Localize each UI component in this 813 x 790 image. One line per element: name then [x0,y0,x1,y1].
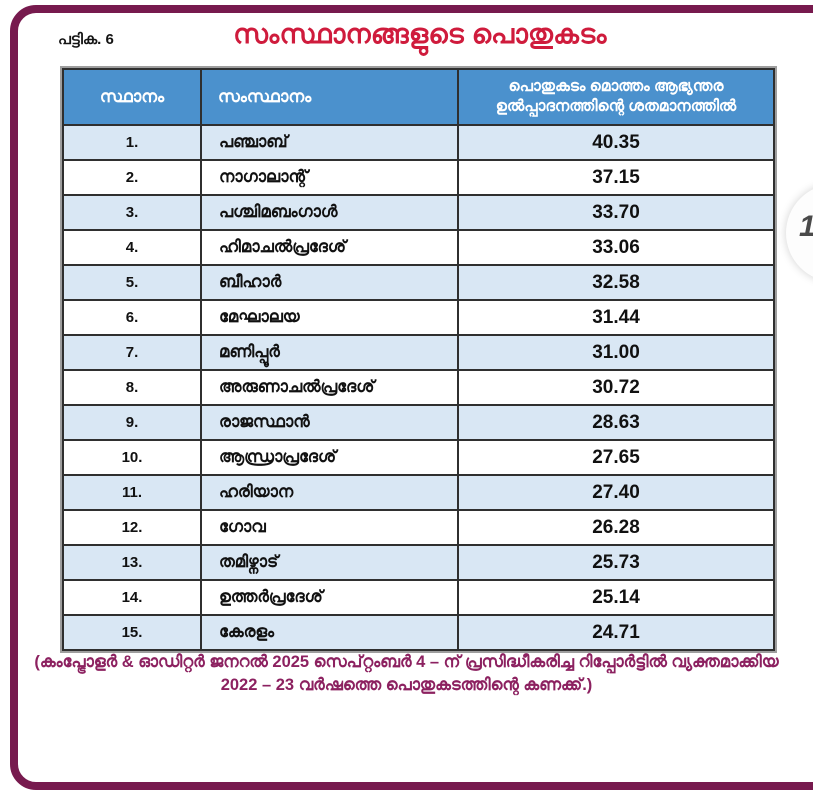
value-cell: 37.15 [457,159,775,196]
table-row: 12. ഗോവ 26.28 [62,509,775,546]
rank-cell: 7. [62,334,202,371]
table-body: 1. പഞ്ചാബ് 40.35 2. നാഗാലാന്റ് 37.15 3. പശ്ചിമബ… [62,124,775,651]
state-column-header: സംസ്ഥാനം [200,68,459,126]
rank-cell: 12. [62,509,202,546]
footer-line-1: (കംപ്ട്രോളർ & ഓഡിറ്റർ ജനറൽ 2025 സെപ്റ്റം… [34,653,779,671]
table-row: 11. ഹരിയാന 27.40 [62,474,775,511]
rank-cell: 14. [62,579,202,616]
rank-cell: 9. [62,404,202,441]
table-row: 3. പശ്ചിമബംഗാൾ 33.70 [62,194,775,231]
state-cell: ഹരിയാന [200,474,459,511]
table-row: 15. കേരളം 24.71 [62,614,775,651]
value-cell: 27.40 [457,474,775,511]
rank-cell: 1. [62,124,202,161]
value-cell: 25.14 [457,579,775,616]
table-row: 2. നാഗാലാന്റ് 37.15 [62,159,775,196]
value-cell: 24.71 [457,614,775,651]
table-row: 8. അരുണാചൽപ്രദേശ് 30.72 [62,369,775,406]
value-cell: 31.44 [457,299,775,336]
rank-cell: 5. [62,264,202,301]
debt-table: സ്ഥാനം സംസ്ഥാനം പൊതുകടം മൊത്തം ആഭ്യന്തര … [62,68,775,651]
value-cell: 25.73 [457,544,775,581]
value-cell: 30.72 [457,369,775,406]
table-row: 6. മേഘാലയ 31.44 [62,299,775,336]
value-cell: 32.58 [457,264,775,301]
state-cell: ഗോവ [200,509,459,546]
rank-cell: 3. [62,194,202,231]
value-cell: 26.28 [457,509,775,546]
state-cell: ഹിമാചൽപ്രദേശ് [200,229,459,266]
table-row: 4. ഹിമാചൽപ്രദേശ് 33.06 [62,229,775,266]
rank-cell: 2. [62,159,202,196]
state-cell: പശ്ചിമബംഗാൾ [200,194,459,231]
state-cell: നാഗാലാന്റ് [200,159,459,196]
footer-note: (കംപ്ട്രോളർ & ഓഡിറ്റർ ജനറൽ 2025 സെപ്റ്റം… [0,651,813,697]
value-cell: 33.06 [457,229,775,266]
table-row: 5. ബീഹാർ 32.58 [62,264,775,301]
table-row: 14. ഉത്തർപ്രദേശ് 25.14 [62,579,775,616]
value-cell: 33.70 [457,194,775,231]
value-cell: 27.65 [457,439,775,476]
state-cell: തമിഴ്നാട് [200,544,459,581]
table-row: 9. രാജസ്ഥാൻ 28.63 [62,404,775,441]
state-cell: അരുണാചൽപ്രദേശ് [200,369,459,406]
value-cell: 31.00 [457,334,775,371]
state-cell: ഉത്തർപ്രദേശ് [200,579,459,616]
rank-cell: 4. [62,229,202,266]
footer-line-2: 2022 – 23 വർഷത്തെ പൊതുകടത്തിന്റെ കണക്ക്.… [220,675,593,694]
rank-cell: 15. [62,614,202,651]
state-cell: മണിപ്പൂർ [200,334,459,371]
table-number-label: പട്ടിക. 6 [58,31,114,48]
value-column-header: പൊതുകടം മൊത്തം ആഭ്യന്തര ഉൽപ്പാദനത്തിന്റെ… [457,68,775,126]
watermark-digit: 1 [799,210,813,244]
state-cell: ബീഹാർ [200,264,459,301]
rank-cell: 13. [62,544,202,581]
state-cell: മേഘാലയ [200,299,459,336]
rank-column-header: സ്ഥാനം [62,68,202,126]
table-header-row: സ്ഥാനം സംസ്ഥാനം പൊതുകടം മൊത്തം ആഭ്യന്തര … [62,68,775,126]
table-row: 13. തമിഴ്നാട് 25.73 [62,544,775,581]
state-cell: രാജസ്ഥാൻ [200,404,459,441]
table-row: 10. ആന്ധ്രാപ്രദേശ് 27.65 [62,439,775,476]
state-cell: ആന്ധ്രാപ്രദേശ് [200,439,459,476]
table-row: 1. പഞ്ചാബ് 40.35 [62,124,775,161]
rank-cell: 8. [62,369,202,406]
value-cell: 28.63 [457,404,775,441]
state-cell: പഞ്ചാബ് [200,124,459,161]
rank-cell: 11. [62,474,202,511]
state-cell: കേരളം [200,614,459,651]
value-cell: 40.35 [457,124,775,161]
page-title: സംസ്ഥാനങ്ങളുടെ പൊതുകടം [233,19,607,49]
table-row: 7. മണിപ്പൂർ 31.00 [62,334,775,371]
rank-cell: 6. [62,299,202,336]
debt-table-container: സ്ഥാനം സംസ്ഥാനം പൊതുകടം മൊത്തം ആഭ്യന്തര … [60,66,777,653]
rank-cell: 10. [62,439,202,476]
